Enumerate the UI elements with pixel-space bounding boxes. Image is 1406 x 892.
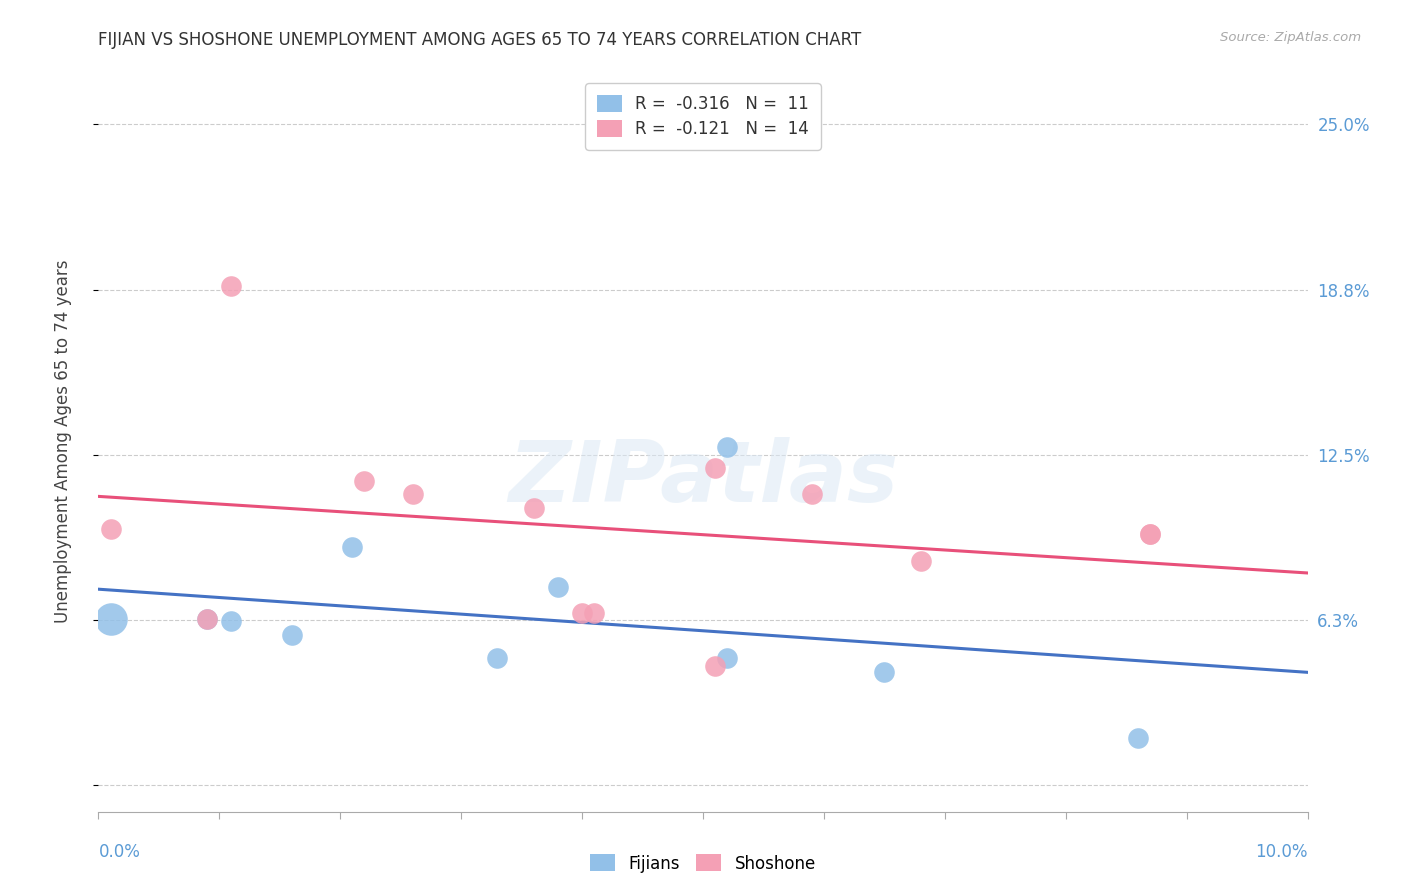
Point (195, 612, 218, 626)
Point (571, 607, 593, 621)
Legend: Fijians, Shoshone: Fijians, Shoshone (583, 847, 823, 880)
Point (716, 651, 738, 665)
Point (221, 615, 243, 629)
Text: 10.0%: 10.0% (1256, 843, 1308, 861)
Point (221, 278, 243, 293)
Point (100, 612, 122, 626)
Point (716, 440, 738, 454)
Point (353, 474, 375, 488)
Text: ZIPatlas: ZIPatlas (508, 437, 898, 520)
Point (486, 651, 509, 665)
Text: Source: ZipAtlas.com: Source: ZipAtlas.com (1220, 31, 1361, 45)
Point (100, 522, 122, 536)
Point (195, 612, 218, 626)
Point (1128, 731, 1150, 745)
Point (1139, 527, 1161, 541)
Point (1139, 527, 1161, 541)
Point (523, 500, 546, 515)
Legend: R =  -0.316   N =  11, R =  -0.121   N =  14: R = -0.316 N = 11, R = -0.121 N = 14 (585, 83, 821, 150)
Point (583, 607, 606, 621)
Point (800, 487, 823, 501)
Point (704, 461, 727, 475)
Point (402, 487, 425, 501)
Point (910, 553, 932, 567)
Point (342, 541, 364, 555)
Text: FIJIAN VS SHOSHONE UNEMPLOYMENT AMONG AGES 65 TO 74 YEARS CORRELATION CHART: FIJIAN VS SHOSHONE UNEMPLOYMENT AMONG AG… (98, 31, 862, 49)
Point (873, 665, 896, 679)
Text: 0.0%: 0.0% (98, 843, 141, 861)
Point (281, 627, 304, 641)
Point (547, 580, 569, 594)
Y-axis label: Unemployment Among Ages 65 to 74 years: Unemployment Among Ages 65 to 74 years (53, 260, 72, 624)
Point (704, 659, 727, 673)
